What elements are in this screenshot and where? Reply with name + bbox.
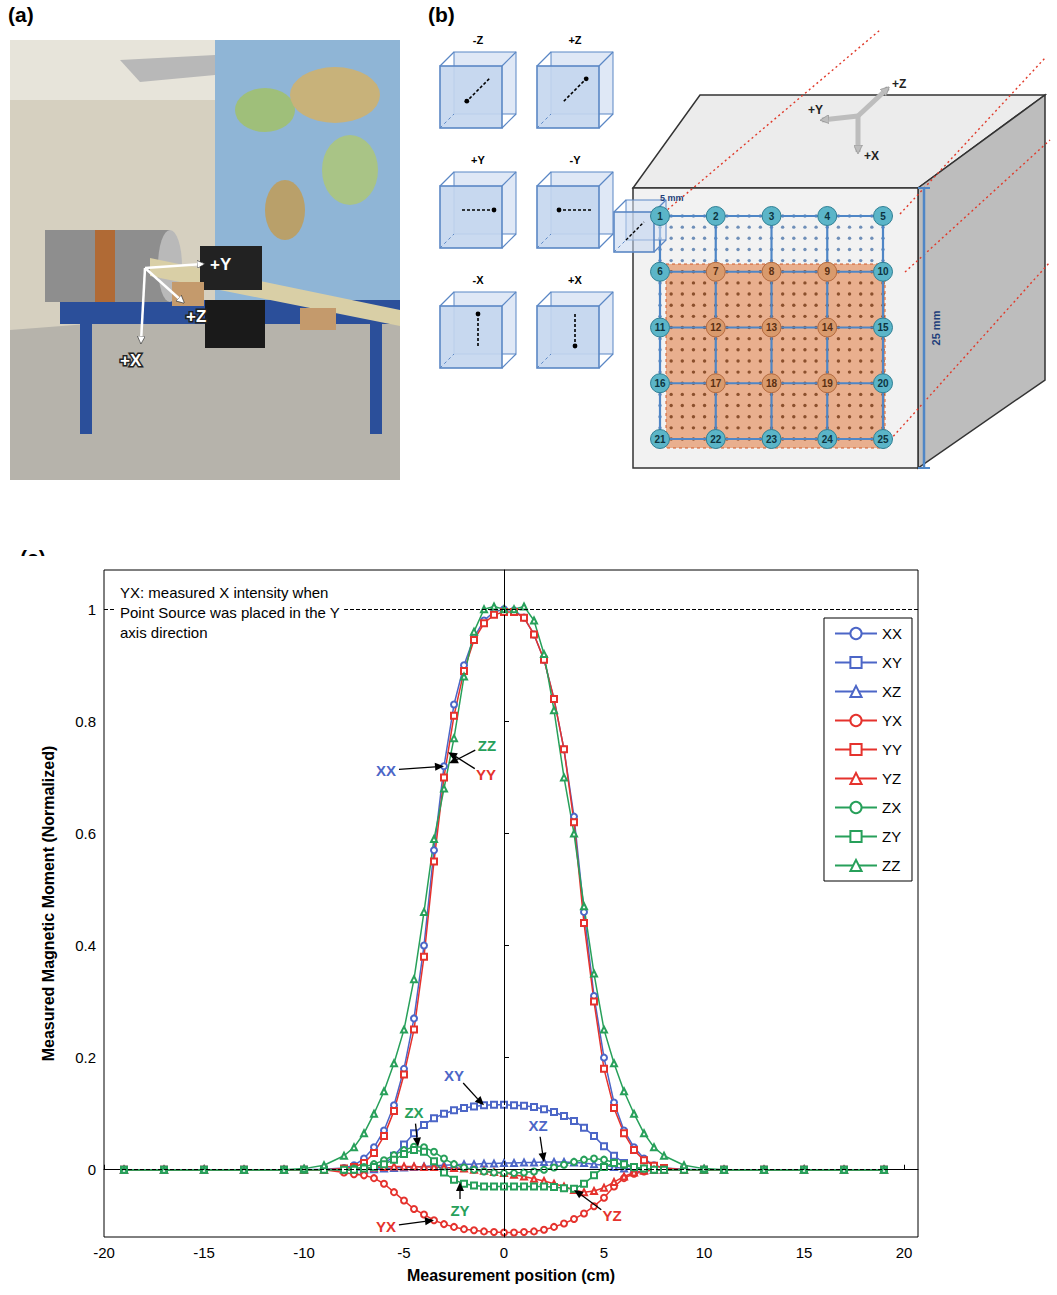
html-text:(c): (c) [20,546,46,569]
svg-text:+Y: +Y [471,154,485,166]
svg-text:-15: -15 [193,1244,215,1261]
svg-text:21: 21 [654,434,666,445]
svg-text:5 mm: 5 mm [660,193,684,203]
svg-text:23: 23 [766,434,778,445]
svg-text:ZX: ZX [882,799,901,816]
svg-text:XY: XY [444,1067,464,1084]
svg-text:1: 1 [88,601,96,618]
svg-text:+X: +X [864,149,879,163]
svg-text:25 mm: 25 mm [930,310,942,345]
svg-text:-10: -10 [293,1244,315,1261]
svg-text:+Z: +Z [186,307,206,326]
svg-text:YZ: YZ [602,1207,621,1224]
svg-text:+Z: +Z [568,34,581,46]
svg-text:ZZ: ZZ [478,737,496,754]
svg-text:XY: XY [882,654,902,671]
svg-text:3: 3 [769,211,775,222]
svg-text:19: 19 [822,378,834,389]
svg-text:(a): (a) [8,3,34,26]
svg-text:-Y: -Y [570,154,582,166]
svg-text:15: 15 [796,1244,813,1261]
svg-text:20: 20 [896,1244,913,1261]
svg-text:ZY: ZY [450,1202,469,1219]
svg-text:18: 18 [766,378,778,389]
svg-text:0.4: 0.4 [75,937,96,954]
svg-text:7: 7 [713,266,719,277]
svg-text:17: 17 [710,378,722,389]
svg-text:YY: YY [882,741,902,758]
svg-text:13: 13 [766,322,778,333]
svg-text:16: 16 [654,378,666,389]
svg-text:XX: XX [376,762,396,779]
svg-text:8: 8 [769,266,775,277]
svg-text:10: 10 [877,266,889,277]
svg-text:4: 4 [824,211,830,222]
svg-text:+X: +X [568,274,582,286]
svg-text:YX: YX [376,1218,396,1235]
svg-text:ZY: ZY [882,828,901,845]
svg-text:(b): (b) [428,3,455,26]
svg-text:+Z: +Z [892,77,906,91]
svg-text:5: 5 [600,1244,608,1261]
svg-text:+Y: +Y [210,255,232,274]
svg-text:YY: YY [476,766,496,783]
svg-text:0: 0 [500,1244,508,1261]
svg-text:9: 9 [824,266,830,277]
svg-text:YX: YX [882,712,902,729]
svg-text:0.8: 0.8 [75,713,96,730]
svg-text:14: 14 [822,322,834,333]
svg-text:24: 24 [822,434,834,445]
svg-text:XZ: XZ [528,1117,547,1134]
svg-text:1: 1 [657,211,663,222]
svg-text:-5: -5 [397,1244,410,1261]
svg-text:6: 6 [657,266,663,277]
svg-text:YZ: YZ [882,770,901,787]
svg-text:25: 25 [877,434,889,445]
svg-text:+Y: +Y [808,103,823,117]
svg-text:Point Source was placed in the: Point Source was placed in the Y [120,604,340,621]
svg-text:0.2: 0.2 [75,1049,96,1066]
svg-text:Measurement position (cm): Measurement position (cm) [407,1267,615,1284]
svg-text:20: 20 [877,378,889,389]
svg-text:axis direction: axis direction [120,624,208,641]
svg-text:15: 15 [877,322,889,333]
svg-text:12: 12 [710,322,722,333]
svg-text:0: 0 [88,1161,96,1178]
svg-text:10: 10 [696,1244,713,1261]
svg-text:XZ: XZ [882,683,901,700]
svg-text:2: 2 [713,211,719,222]
svg-text:5: 5 [880,211,886,222]
svg-text:XX: XX [882,625,902,642]
svg-text:0.6: 0.6 [75,825,96,842]
svg-text:ZZ: ZZ [882,857,900,874]
svg-text:-20: -20 [93,1244,115,1261]
svg-text:-X: -X [473,274,485,286]
svg-text:-Z: -Z [473,34,484,46]
svg-text:ZX: ZX [404,1104,423,1121]
svg-text:11: 11 [655,322,666,333]
svg-text:Measured Magnetic Moment (Norm: Measured Magnetic Moment (Normalized) [40,746,57,1062]
svg-text:+X: +X [120,351,142,370]
svg-text:22: 22 [710,434,722,445]
svg-text:YX: measured X intensity when: YX: measured X intensity when [120,584,328,601]
